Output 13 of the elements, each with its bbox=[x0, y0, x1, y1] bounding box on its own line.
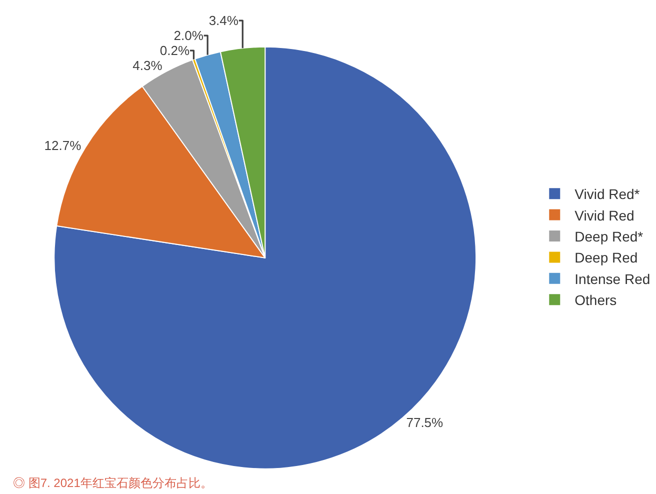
legend-label: Deep Red bbox=[574, 250, 638, 266]
data-label: 0.2% bbox=[160, 43, 190, 58]
data-label: 3.4% bbox=[208, 13, 239, 28]
legend-label: Deep Red* bbox=[574, 228, 644, 244]
legend-label: Vivid Red bbox=[574, 207, 634, 224]
data-label: 77.5% bbox=[406, 414, 444, 430]
legend-label: Intense Red bbox=[574, 270, 650, 287]
legend-label: Vivid Red* bbox=[574, 186, 640, 202]
data-label: 4.3% bbox=[132, 58, 163, 74]
legend-label: Others bbox=[574, 292, 617, 308]
data-label: 12.7% bbox=[44, 138, 82, 153]
data-label: 2.0% bbox=[174, 28, 204, 44]
text: ◎ 图7. 2021年红宝石颜色分布占比。 bbox=[13, 476, 212, 490]
